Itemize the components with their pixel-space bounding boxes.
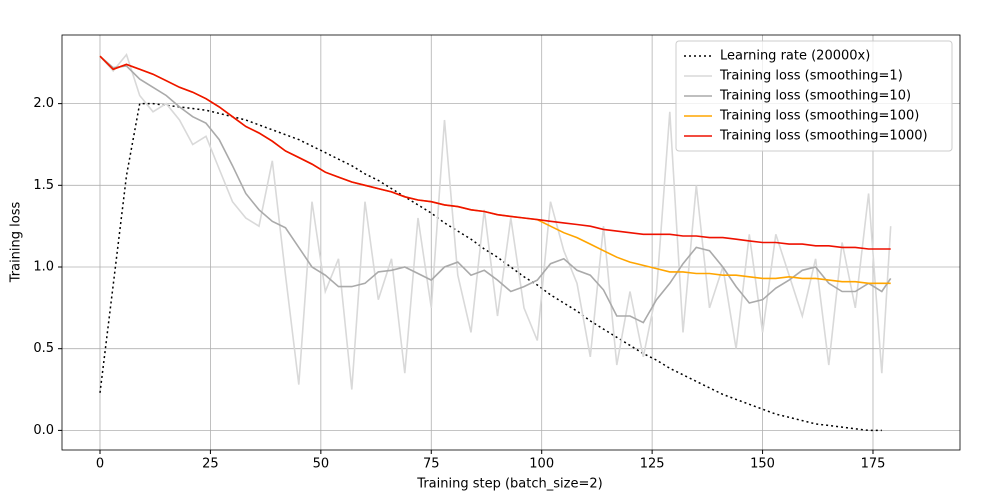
y-tick-label: 0.0 [33,423,54,438]
x-axis-label: Training step (batch_size=2) [416,477,602,492]
series-line [99,52,892,390]
x-tick-label: 75 [423,457,440,472]
x-tick-label: 50 [313,457,330,472]
y-tick-label: 1.0 [33,260,54,275]
x-tick-label: 125 [640,457,665,472]
legend-label: Learning rate (20000x) [720,49,870,64]
legend-label: Training loss (smoothing=1000) [719,129,928,144]
legend-label: Training loss (smoothing=1) [719,69,903,84]
y-tick-label: 1.5 [33,178,54,193]
x-tick-label: 25 [202,457,219,472]
x-tick-label: 100 [529,457,554,472]
x-tick-label: 150 [750,457,775,472]
legend-box [675,40,953,152]
y-tick-label: 2.0 [33,96,54,111]
plot-frame [61,34,961,451]
series-line [99,55,892,324]
series-line [99,55,891,250]
legend-label: Training loss (smoothing=100) [719,109,919,124]
x-tick-label: 0 [96,457,104,472]
y-axis-label: Training loss [9,202,24,284]
y-tick-label: 0.5 [33,341,54,356]
x-tick-label: 175 [861,457,886,472]
legend-label: Training loss (smoothing=10) [719,89,911,104]
